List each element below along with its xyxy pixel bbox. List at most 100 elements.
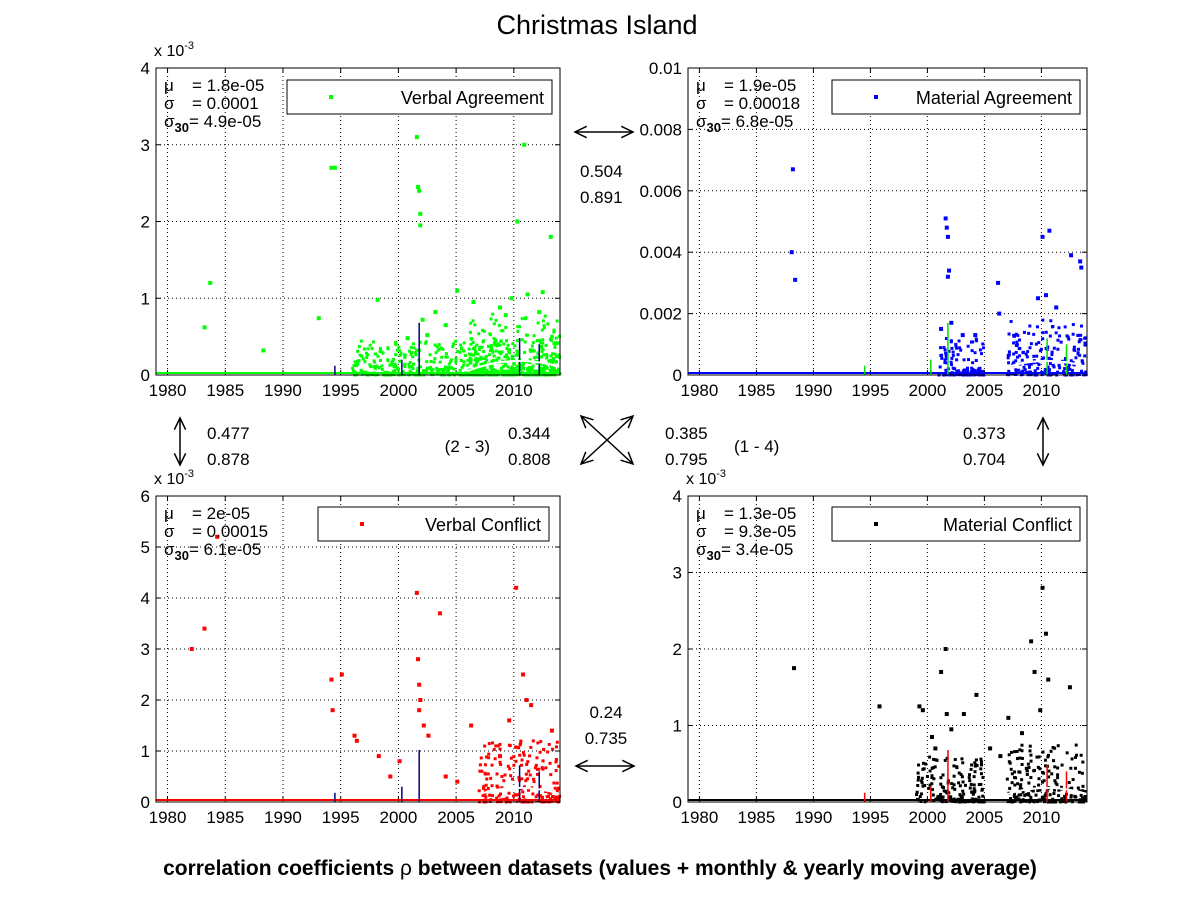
data-point (532, 349, 536, 353)
data-point (942, 346, 946, 350)
data-point (1047, 368, 1051, 372)
data-point (316, 316, 321, 321)
data-point (945, 791, 949, 795)
data-point (1079, 265, 1084, 270)
data-point (469, 321, 473, 325)
data-point (525, 762, 529, 766)
y-tick-label: 4 (141, 59, 150, 78)
arrow-2-3 (579, 414, 635, 466)
data-point (947, 791, 951, 795)
data-point (520, 763, 524, 767)
data-point (495, 772, 499, 776)
data-point (512, 362, 516, 366)
data-point (510, 365, 514, 369)
data-point (1040, 585, 1045, 590)
data-point (1024, 362, 1028, 366)
data-point (480, 345, 484, 349)
data-point (520, 364, 524, 368)
data-point (1014, 372, 1018, 376)
data-point (918, 795, 922, 799)
data-point (1020, 762, 1024, 766)
data-point (941, 773, 945, 777)
legend-label: Material Conflict (943, 515, 1072, 535)
data-point (943, 647, 948, 651)
data-point (1076, 351, 1080, 355)
data-point (538, 784, 542, 788)
axes-frame (155, 67, 561, 376)
y-tick-label: 6 (141, 487, 150, 506)
data-point (490, 784, 494, 788)
data-point (479, 355, 483, 359)
data-point (330, 708, 335, 713)
data-point (970, 349, 974, 353)
x-tick-label: 1990 (794, 808, 832, 827)
data-point (1006, 353, 1010, 357)
arrow-head (1036, 416, 1050, 431)
data-point (974, 358, 978, 362)
data-point (483, 763, 487, 767)
data-point (409, 352, 413, 356)
data-point (524, 698, 529, 702)
arrow-head (1036, 452, 1050, 467)
y-tick-label: 3 (673, 564, 682, 583)
data-point (490, 370, 494, 374)
data-point (261, 348, 266, 353)
data-point (390, 361, 394, 365)
data-point (498, 742, 502, 746)
data-point (1023, 368, 1027, 372)
data-point (1071, 332, 1075, 336)
data-point (1081, 760, 1085, 764)
data-point (554, 745, 558, 749)
data-point (982, 346, 986, 350)
data-point (456, 349, 460, 353)
data-point (1041, 795, 1045, 799)
data-point (482, 367, 486, 371)
data-point (438, 368, 442, 372)
data-point (1024, 352, 1028, 356)
data-point (507, 348, 511, 352)
data-point (491, 350, 495, 354)
data-point (549, 797, 553, 801)
data-point (914, 793, 918, 797)
data-point (930, 782, 934, 786)
data-point (413, 372, 417, 376)
data-point (189, 647, 194, 651)
data-point (924, 762, 928, 766)
data-point (534, 355, 538, 359)
data-point (1044, 346, 1048, 350)
data-point (947, 268, 952, 273)
data-point (958, 346, 962, 350)
data-point (1052, 346, 1056, 350)
data-point (944, 712, 949, 717)
data-point (500, 329, 504, 333)
panel-1: 0 1 2 3 4 1980 1985 1990 1995 2000 2005 2010 x 10-3 μ… (141, 40, 562, 400)
data-point (410, 351, 414, 355)
data-point (499, 366, 503, 370)
data-point (1083, 343, 1087, 347)
data-point (538, 363, 542, 367)
data-point (939, 782, 943, 786)
data-point (1007, 753, 1011, 757)
data-point (391, 359, 395, 363)
data-point (1018, 756, 1022, 760)
data-point (974, 763, 978, 767)
data-point (557, 786, 561, 790)
data-point (414, 135, 419, 140)
data-point (1032, 669, 1037, 674)
data-point (1028, 324, 1032, 328)
data-point (951, 353, 955, 357)
x-tick-label: 2000 (908, 381, 946, 400)
data-point (962, 368, 966, 372)
data-point (971, 792, 975, 796)
data-point (432, 360, 436, 364)
data-point (945, 357, 949, 361)
data-point (420, 317, 425, 322)
data-point (462, 349, 466, 353)
data-point (403, 356, 407, 360)
data-point (492, 748, 496, 752)
data-point (1015, 340, 1019, 344)
data-point (510, 354, 514, 358)
data-point (1030, 799, 1034, 803)
data-point (509, 774, 513, 778)
data-point (1019, 793, 1023, 797)
